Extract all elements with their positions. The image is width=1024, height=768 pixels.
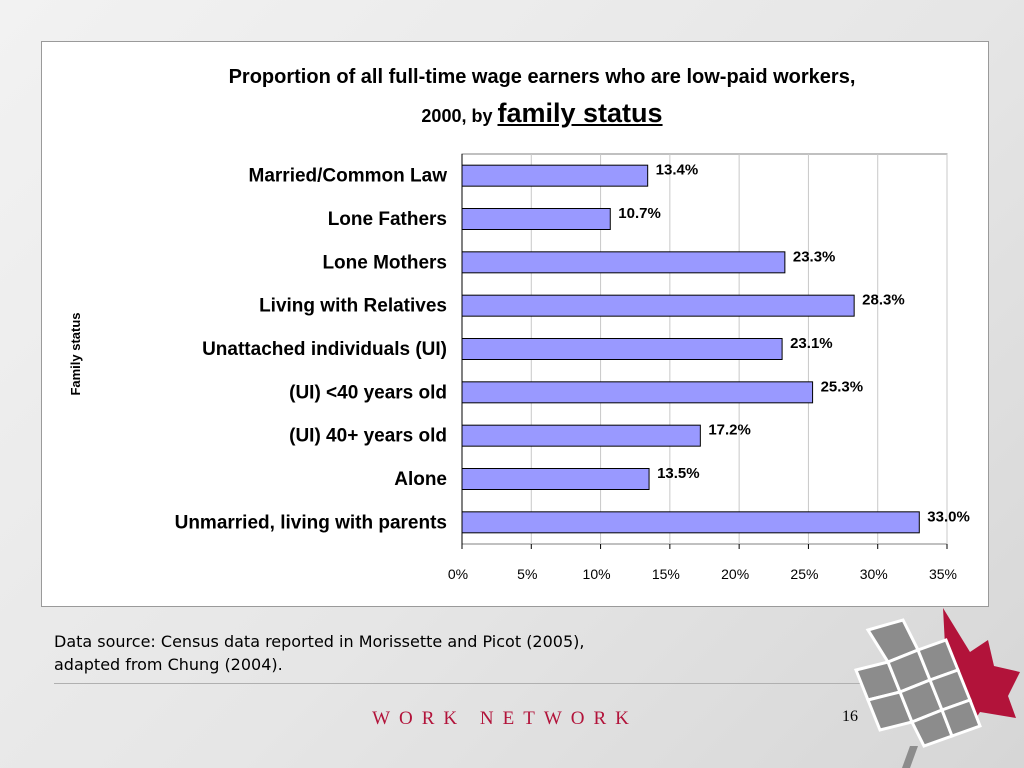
source-note: Data source: Census data reported in Mor… — [54, 630, 774, 676]
chart-frame: Proportion of all full-time wage earners… — [41, 41, 989, 607]
bar — [461, 468, 650, 490]
chart-title-line2: 2000, by family status — [132, 98, 952, 129]
bar — [461, 251, 786, 274]
bar-value-label: 10.7% — [618, 205, 661, 222]
bar — [461, 381, 814, 404]
bar-value-label: 13.5% — [657, 465, 700, 482]
slide-number: 16 — [842, 708, 858, 725]
footer-divider — [54, 683, 862, 684]
bar-value-label: 13.4% — [656, 162, 699, 179]
bar — [461, 164, 649, 187]
x-tick-label: 20% — [721, 566, 749, 582]
bar-value-label: 17.2% — [708, 422, 751, 439]
x-tick-label: 30% — [860, 566, 888, 582]
x-tick-label: 35% — [929, 566, 957, 582]
chart-title-prefix: 2000, by — [421, 106, 493, 126]
category-label: Unmarried, living with parents — [175, 512, 447, 533]
category-label: (UI) <40 years old — [289, 382, 447, 403]
x-tick-label: 15% — [652, 566, 680, 582]
bar-value-label: 23.1% — [790, 335, 833, 352]
bar-value-label: 25.3% — [821, 378, 864, 395]
chart-title-line1: Proportion of all full-time wage earners… — [228, 66, 856, 88]
x-tick-label: 0% — [448, 566, 468, 582]
category-label: Lone Mothers — [322, 252, 447, 273]
bar-value-label: 33.0% — [927, 508, 970, 525]
source-note-line1: Data source: Census data reported in Mor… — [54, 632, 585, 651]
category-label: Living with Relatives — [259, 296, 447, 317]
category-label: Married/Common Law — [249, 166, 448, 187]
bar-chart: 0% 5% 10% 15% 20% 25% 30% 35% 13.4% Married/Commo… — [68, 153, 970, 582]
footer-brand: WORK NETWORK — [372, 708, 638, 729]
chart-title: Proportion of all full-time wage earners… — [132, 64, 952, 129]
bar — [461, 294, 855, 317]
chart-title-emphasis: family status — [497, 98, 663, 128]
bar — [461, 424, 701, 447]
category-label: Unattached individuals (UI) — [202, 339, 447, 360]
y-axis-title: Family status — [68, 312, 83, 395]
x-tick-label: 10% — [583, 566, 611, 582]
category-label: (UI) 40+ years old — [289, 426, 447, 447]
bar — [461, 338, 783, 360]
category-label: Alone — [394, 469, 447, 490]
bar-value-label: 23.3% — [793, 248, 836, 265]
bar — [461, 511, 920, 534]
x-tick-label: 25% — [790, 566, 818, 582]
category-label: Lone Fathers — [328, 209, 447, 230]
source-note-line2: adapted from Chung (2004). — [54, 655, 283, 674]
x-tick-label: 5% — [517, 566, 537, 582]
bar-value-label: 28.3% — [862, 292, 905, 309]
bar — [461, 208, 611, 230]
maple-leaf-logo-icon — [853, 608, 1020, 768]
